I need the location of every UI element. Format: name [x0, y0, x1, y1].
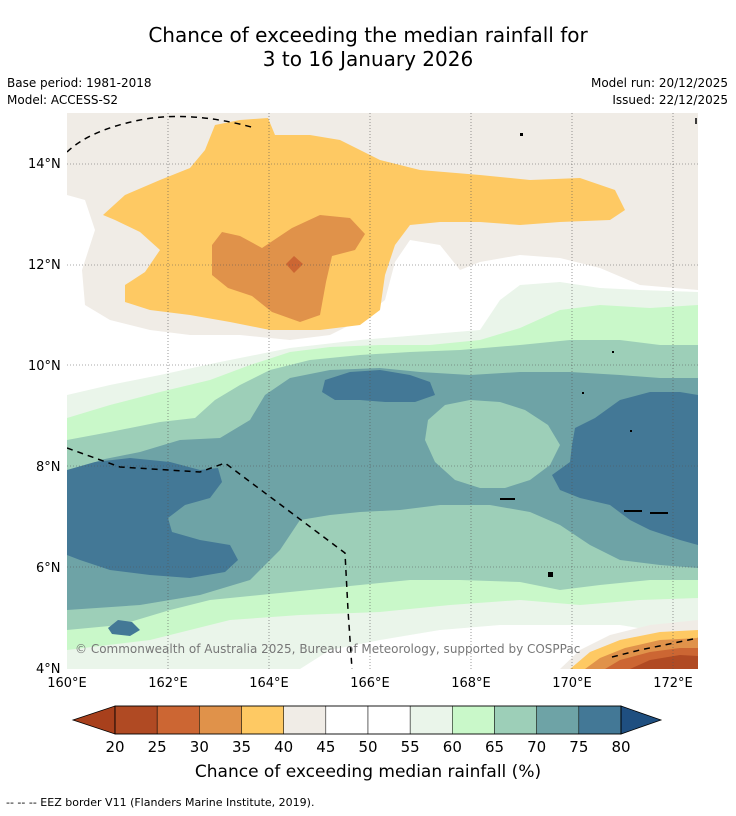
x-tick-label: 166°E — [350, 676, 390, 691]
colorbar-cell — [367, 705, 411, 735]
issued-date: Issued: 22/12/2025 — [612, 93, 728, 107]
title-line-1: Chance of exceeding the median rainfall … — [148, 23, 588, 47]
colorbar-tick-label: 35 — [232, 738, 251, 756]
colorbar-tick-label: 60 — [443, 738, 462, 756]
x-tick-label: 172°E — [653, 676, 693, 691]
y-tick-label: 12°N — [28, 258, 61, 273]
rainfall-probability-field — [67, 113, 698, 669]
colorbar-tick-label: 40 — [274, 738, 293, 756]
y-tick-label: 8°N — [36, 460, 61, 475]
colorbar-tick-label: 50 — [358, 738, 377, 756]
copyright-text: © Commonwealth of Australia 2025, Bureau… — [75, 642, 580, 656]
map: 14°N 12°N 10°N 8°N 6°N 4°N 160°E 162°E 1… — [28, 113, 698, 756]
x-tick-label: 162°E — [148, 676, 188, 691]
title-line-2: 3 to 16 January 2026 — [262, 47, 474, 71]
colorbar-tick-label: 55 — [401, 738, 420, 756]
colorbar-cell — [536, 705, 580, 735]
colorbar-cell — [199, 705, 242, 735]
colorbar-cell — [156, 705, 200, 735]
islands — [500, 133, 668, 577]
colorbar-label: Chance of exceeding median rainfall (%) — [194, 762, 542, 782]
colorbar-over-arrow — [620, 705, 663, 735]
colorbar-tick-label: 30 — [190, 738, 209, 756]
colorbar-tick-label: 20 — [105, 738, 124, 756]
eez-border — [67, 115, 698, 669]
x-tick-label: 160°E — [47, 676, 87, 691]
colorbar-cell — [578, 705, 622, 735]
colorbar-tick-label: 45 — [316, 738, 335, 756]
colorbar-tick-label: 25 — [148, 738, 167, 756]
colorbar: 20 25 30 35 40 45 50 55 60 65 70 75 80 — [71, 705, 663, 756]
x-tick-label: 164°E — [249, 676, 289, 691]
model-run: Model run: 20/12/2025 — [590, 76, 728, 90]
colorbar-cell — [494, 705, 537, 735]
colorbar-tick-label: 70 — [527, 738, 546, 756]
base-period: Base period: 1981-2018 — [7, 76, 152, 90]
colorbar-tick-label: 80 — [611, 738, 630, 756]
colorbar-tick-label: 75 — [569, 738, 588, 756]
y-tick-label: 6°N — [36, 561, 61, 576]
y-tick-label: 4°N — [36, 662, 61, 677]
colorbar-tick-label: 65 — [485, 738, 504, 756]
colorbar-cell — [241, 705, 284, 735]
colorbar-cell — [452, 705, 495, 735]
y-tick-label: 14°N — [28, 157, 61, 172]
colorbar-under-arrow — [71, 705, 116, 735]
model-name: Model: ACCESS-S2 — [7, 93, 119, 107]
x-tick-label: 168°E — [451, 676, 491, 691]
colorbar-cell — [114, 705, 158, 735]
colorbar-cell — [283, 705, 327, 735]
colorbar-cell — [409, 705, 453, 735]
eez-legend: -- -- -- EEZ border V11 (Flanders Marine… — [6, 796, 315, 809]
x-tick-label: 170°E — [552, 676, 592, 691]
colorbar-cell — [325, 705, 369, 735]
y-tick-label: 10°N — [28, 359, 61, 374]
